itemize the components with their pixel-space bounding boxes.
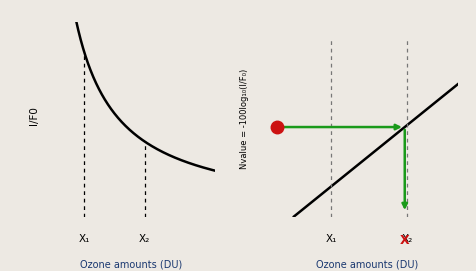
- Text: X₂: X₂: [401, 234, 412, 244]
- Text: Nvalue = -100log₁₀(I/F₀): Nvalue = -100log₁₀(I/F₀): [239, 69, 248, 169]
- Text: I/F0: I/F0: [30, 106, 39, 125]
- Text: Ozone amounts (DU): Ozone amounts (DU): [80, 260, 182, 270]
- Text: Ozone amounts (DU): Ozone amounts (DU): [316, 260, 417, 270]
- Text: X₁: X₁: [325, 234, 336, 244]
- Text: X₂: X₂: [139, 234, 150, 244]
- Text: X₁: X₁: [79, 234, 90, 244]
- Text: X: X: [399, 234, 409, 247]
